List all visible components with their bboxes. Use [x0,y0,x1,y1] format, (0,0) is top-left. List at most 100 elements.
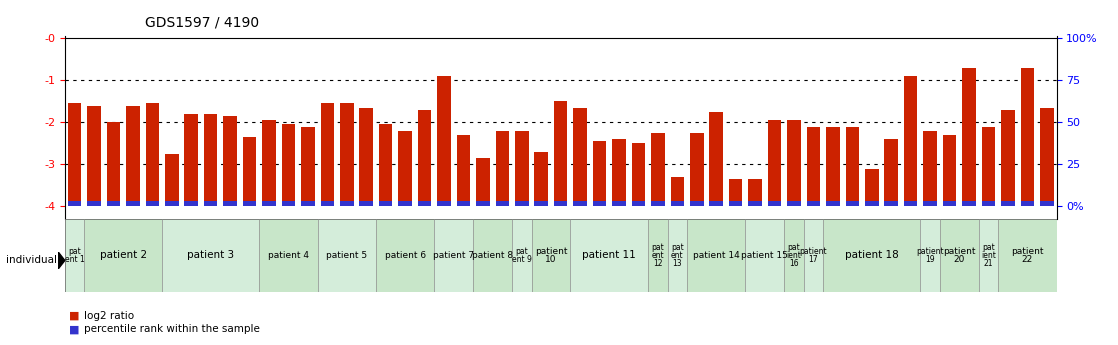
Bar [495,131,509,201]
Bar [68,201,82,206]
Bar [1001,110,1015,201]
Bar [263,201,276,206]
Text: pat
ent 9: pat ent 9 [512,247,532,264]
Bar [845,127,859,201]
Text: pat
ent
13: pat ent 13 [671,243,684,268]
Bar [106,122,121,201]
Bar [515,201,529,206]
Bar [1001,201,1015,206]
Bar [1021,201,1034,206]
Text: patient 2: patient 2 [100,250,146,260]
Text: patient 6: patient 6 [385,251,426,260]
Bar [804,219,823,292]
Bar [259,219,318,292]
Bar [690,201,703,206]
Bar [823,219,920,292]
Bar [963,201,976,206]
Bar [340,201,353,206]
Bar [651,201,665,206]
Text: patient 14: patient 14 [693,251,740,260]
Bar [998,219,1057,292]
Bar [282,125,295,201]
Bar [126,106,140,201]
Bar [942,201,956,206]
Bar [398,131,411,201]
Bar [982,127,995,201]
Bar [768,120,781,201]
Bar [593,201,606,206]
Polygon shape [58,252,65,269]
Bar [531,219,570,292]
Bar [710,112,723,201]
Text: pat
ent 1: pat ent 1 [65,247,85,264]
Bar [379,125,392,201]
Bar [534,201,548,206]
Bar [145,104,159,201]
Text: patient 15: patient 15 [741,251,788,260]
Bar [437,201,451,206]
Bar [126,201,140,206]
Bar [476,158,490,201]
Bar [574,201,587,206]
Text: pat
ient
21: pat ient 21 [980,243,996,268]
Bar [106,201,121,206]
Bar [512,219,531,292]
Bar [376,219,434,292]
Text: patient 11: patient 11 [582,250,636,260]
Bar [437,76,451,201]
Bar [243,201,256,206]
Bar [1021,68,1034,201]
Bar [301,127,314,201]
Bar [651,133,665,201]
Bar [729,179,742,201]
Text: patient
19: patient 19 [917,247,944,264]
Text: patient
22: patient 22 [1011,247,1043,264]
Text: percentile rank within the sample: percentile rank within the sample [84,325,259,334]
Bar [884,139,898,201]
Bar [162,219,259,292]
Bar [68,104,82,201]
Bar [884,201,898,206]
Bar [165,201,179,206]
Text: patient
17: patient 17 [799,247,827,264]
Bar [301,201,314,206]
Bar [87,106,101,201]
Bar [224,116,237,201]
Bar [398,201,411,206]
Bar [613,139,626,201]
Text: ■: ■ [69,325,79,334]
Bar [495,201,509,206]
Bar [224,201,237,206]
Bar [807,201,821,206]
Bar [553,101,568,201]
Bar [710,201,723,206]
Bar [826,127,840,201]
Bar [748,179,762,201]
Bar [534,152,548,201]
Bar [574,108,587,201]
Bar [203,201,218,206]
Bar [321,104,334,201]
Bar [942,135,956,201]
Bar [593,141,606,201]
Bar [203,114,218,201]
Bar [243,137,256,201]
Bar [1040,201,1053,206]
Bar [263,120,276,201]
Bar [65,219,84,292]
Text: patient 3: patient 3 [187,250,235,260]
Bar [340,104,353,201]
Bar [845,201,859,206]
Bar [729,201,742,206]
Bar [456,201,471,206]
Text: log2 ratio: log2 ratio [84,311,134,321]
Bar [359,108,373,201]
Text: patient 4: patient 4 [268,251,309,260]
Bar [787,120,800,201]
Text: patient
20: patient 20 [944,247,976,264]
Bar [145,201,159,206]
Bar [923,131,937,201]
Bar [184,201,198,206]
Bar [570,219,648,292]
Text: ■: ■ [69,311,79,321]
